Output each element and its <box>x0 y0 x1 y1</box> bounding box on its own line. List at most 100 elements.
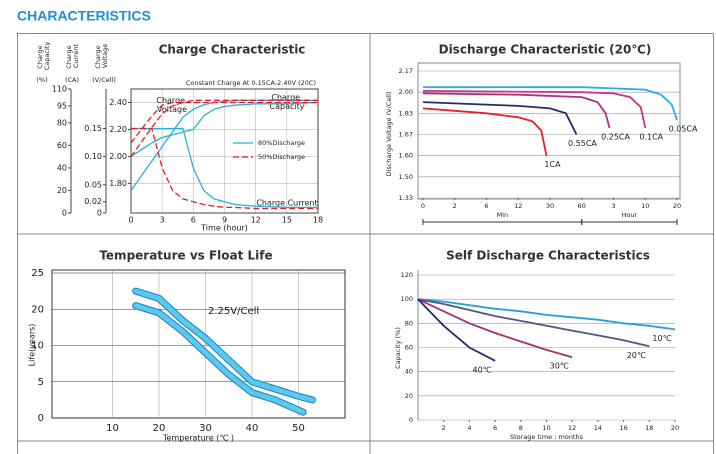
x-tick-label: 15 <box>282 216 292 225</box>
y-tick-label: 0.02 <box>84 197 102 206</box>
plot-frame <box>417 62 681 200</box>
curve <box>131 127 318 209</box>
x-tick-label: 10 <box>106 423 119 434</box>
series-label: 0.05CA <box>669 124 698 133</box>
range-label: Min <box>497 211 509 219</box>
series-line <box>417 298 650 348</box>
y-axis-label: Capacity (%) <box>394 327 402 369</box>
y-tick-label: 5 <box>38 377 44 388</box>
y-tick-label: 0 <box>38 413 44 424</box>
x-tick-label: 40 <box>246 423 259 434</box>
y-tick-label: 40 <box>405 368 413 376</box>
axis-heading: Charge Current <box>65 43 80 68</box>
y-tick-label: 80 <box>405 319 413 327</box>
x-tick-label: 10 <box>542 424 550 432</box>
y-tick-label: 110 <box>52 85 67 94</box>
chart-title: Temperature vs Float Life <box>99 249 272 263</box>
y-tick-label: 2.00 <box>109 152 127 161</box>
x-tick-label: 0 <box>421 202 425 210</box>
chart-title: Self Discharge Characteristics <box>446 249 650 263</box>
x-axis-label: Storage time : months <box>510 433 584 441</box>
curve <box>130 99 318 157</box>
curve <box>130 101 318 144</box>
y-tick-label: 60 <box>57 141 67 150</box>
x-tick-label: 18 <box>645 424 653 432</box>
axis-heading: Charge Capacity <box>36 42 51 71</box>
y-tick-label: 20 <box>405 392 413 400</box>
legend-label: 50%Discharge <box>258 153 305 161</box>
series-line <box>417 298 573 359</box>
x-tick-label: 6 <box>493 424 497 432</box>
band-outline <box>132 302 307 416</box>
curve <box>130 101 319 157</box>
y-tick-label: 0 <box>409 416 413 424</box>
y-tick-label: 0.15 <box>84 124 102 133</box>
x-axis-label: Time (hour) <box>200 224 248 233</box>
axis-unit: (%) <box>36 76 47 84</box>
y-tick-label: 1.33 <box>399 194 413 202</box>
x-tick-label: 3 <box>160 216 165 225</box>
y-tick-label: 10 <box>31 341 44 352</box>
series-label: 1CA <box>544 160 561 169</box>
x-tick-label: 12 <box>568 424 576 432</box>
x-tick-label: 9 <box>222 216 227 225</box>
y-tick-label: 95 <box>57 101 67 110</box>
x-tick-label: 6 <box>484 202 488 210</box>
y-tick-label: 1.60 <box>399 152 413 160</box>
y-tick-label: 1.50 <box>399 173 413 181</box>
series-line <box>422 90 647 129</box>
y-tick-label: 0.05 <box>84 180 102 189</box>
range-label: Hour <box>622 211 638 219</box>
x-tick-label: 12 <box>251 216 261 225</box>
y-tick-label: 60 <box>405 344 413 352</box>
x-tick-label: 14 <box>594 424 602 432</box>
x-tick-label: 12 <box>514 202 522 210</box>
x-tick-label: 2 <box>442 424 446 432</box>
series-label: 10℃ <box>652 334 671 343</box>
series-label: 30℃ <box>550 362 569 371</box>
series-line <box>422 107 548 156</box>
y-tick-label: 1.80 <box>109 179 127 188</box>
x-tick-label: 3 <box>611 202 615 210</box>
series-line <box>422 101 578 135</box>
y-axis-label: Life(years) <box>28 324 37 367</box>
series-line <box>417 298 676 331</box>
series-line <box>423 86 678 121</box>
y-tick-label: 2.20 <box>109 125 127 134</box>
x-tick-label: 16 <box>619 424 627 432</box>
x-tick-label: 10 <box>641 202 649 210</box>
y-tick-label: 120 <box>401 271 413 279</box>
y-tick-label: 80 <box>57 118 67 127</box>
x-tick-label: 20 <box>673 202 681 210</box>
chart-annotation: 2.25V/Cell <box>208 306 259 317</box>
y-tick-label: 2.40 <box>109 98 127 107</box>
series-label: 0.1CA <box>639 132 663 141</box>
x-tick-label: 18 <box>313 216 323 225</box>
chart-title: Charge Characteristic <box>159 43 306 57</box>
axis-unit: (V/Cell) <box>92 76 116 84</box>
chart-title: Discharge Characteristic (20℃) <box>439 43 652 57</box>
y-axis-label: Discharge Voltage (V/Cell) <box>385 92 393 177</box>
y-tick-label: 1.83 <box>399 109 413 117</box>
axis-heading: Charge Voltage <box>94 43 109 68</box>
x-tick-label: 2 <box>453 202 457 210</box>
y-tick-label: 1.67 <box>399 131 413 139</box>
x-tick-label: 4 <box>467 424 471 432</box>
y-tick-label: 2.00 <box>399 88 413 96</box>
band <box>133 288 315 403</box>
y-tick-label: 2.17 <box>399 67 413 75</box>
x-tick-label: 60 <box>578 202 586 210</box>
y-tick-label: 100 <box>401 295 413 303</box>
y-tick-label: 40 <box>57 163 67 172</box>
curve-label: Charge Voltage <box>156 96 187 114</box>
panel-frame <box>17 33 714 454</box>
x-tick-label: 50 <box>292 423 305 434</box>
series-line <box>417 298 496 362</box>
x-tick-label: 0 <box>128 216 133 225</box>
series-label: 0.55CA <box>568 139 597 148</box>
x-tick-label: 8 <box>519 424 523 432</box>
curve <box>131 127 318 210</box>
band <box>133 303 306 415</box>
x-axis-label: Temperature (℃ ) <box>162 434 234 443</box>
